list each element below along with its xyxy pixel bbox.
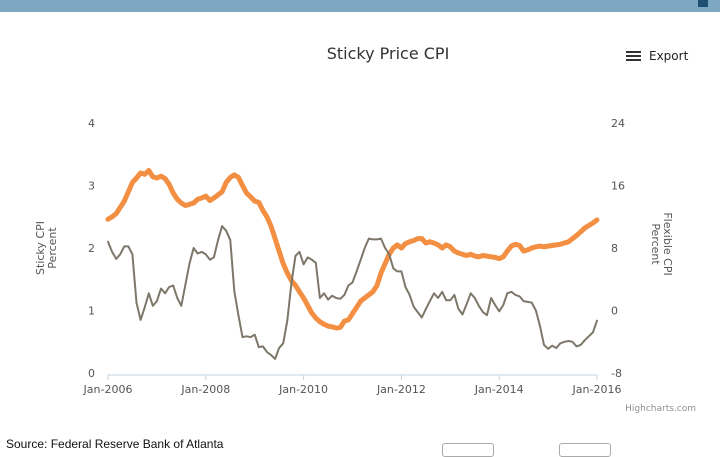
x-tick-label: Jan-2014	[474, 383, 524, 396]
x-tick-label: Jan-2010	[278, 383, 328, 396]
chart-title: Sticky Price CPI	[326, 44, 450, 63]
y-left-tick-label: 3	[88, 180, 95, 193]
x-tick-label: Jan-2006	[83, 383, 133, 396]
x-tick-label: Jan-2012	[376, 383, 426, 396]
x-tick-label: Jan-2016	[572, 383, 622, 396]
export-label: Export	[649, 49, 689, 63]
export-button[interactable]: Export	[626, 49, 688, 63]
x-tick-label: Jan-2008	[180, 383, 230, 396]
y-left-tick-label: 2	[88, 242, 95, 255]
y-right-tick-label: 0	[611, 305, 618, 318]
y-left-tick-label: 1	[88, 305, 95, 318]
y-left-axis-title-line: Sticky CPI	[34, 221, 47, 275]
hamburger-menu-icon	[626, 50, 641, 62]
footer-button-left[interactable]	[442, 443, 494, 457]
y-left-axis-title-line: Percent	[46, 227, 59, 269]
y-right-axis-title-line: Flexible CPI	[661, 212, 674, 275]
highcharts-credit[interactable]: Highcharts.com	[625, 404, 696, 414]
menu-square-icon[interactable]	[698, 0, 708, 7]
sticky-cpi-series-line	[105, 168, 600, 331]
footer-button-right[interactable]	[559, 443, 611, 457]
y-right-tick-label: -8	[611, 367, 622, 380]
source-text: Source: Federal Reserve Bank of Atlanta	[6, 437, 224, 451]
y-right-tick-label: 8	[611, 242, 618, 255]
top-bar	[0, 0, 720, 12]
y-right-axis-title: Flexible CPIPercent	[649, 212, 674, 275]
y-left-axis-title: Sticky CPIPercent	[34, 221, 59, 275]
y-right-axis-title-line: Percent	[649, 223, 662, 265]
flexible-cpi-series-line	[107, 225, 598, 360]
y-right-tick-label: 16	[611, 180, 625, 193]
y-left-tick-label: 0	[88, 367, 95, 380]
y-right-tick-label: 24	[611, 117, 625, 130]
y-left-tick-label: 4	[88, 117, 95, 130]
